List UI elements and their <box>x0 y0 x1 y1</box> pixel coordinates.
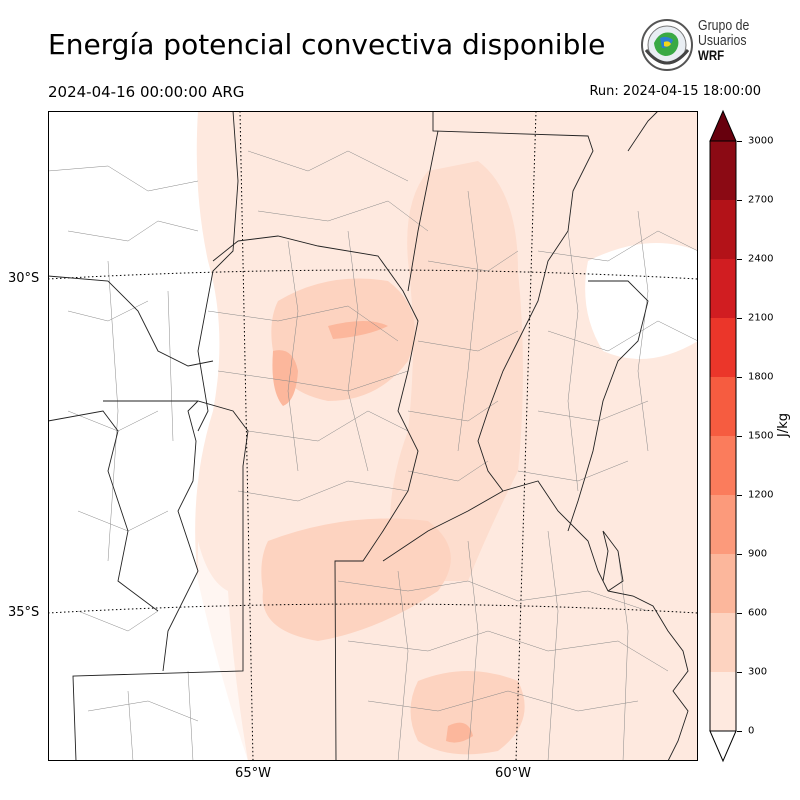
colorbar-tick-mark <box>737 377 742 378</box>
globe-emblem-icon <box>641 19 693 71</box>
colorbar-tick-mark <box>737 672 742 673</box>
colorbar-tick-mark <box>737 436 742 437</box>
colorbar-tick-label: 2700 <box>748 194 774 206</box>
colorbar-tick-label: 0 <box>748 725 755 737</box>
wrf-logo: Grupo de Usuarios WRF <box>640 16 760 74</box>
colorbar-tick-label: 3000 <box>748 135 774 147</box>
department-boundaries <box>48 150 698 761</box>
colorbar-tick-mark <box>737 259 742 260</box>
colorbar-under-arrow <box>709 730 737 763</box>
valid-time: 2024-04-16 00:00:00 ARG <box>48 83 245 101</box>
colorbar <box>709 109 737 763</box>
colorbar-tick-label: 300 <box>748 666 768 678</box>
colorbar-label: J/kg <box>776 413 791 437</box>
colorbar-tick-label: 2100 <box>748 312 774 324</box>
colorbar-tick-mark <box>737 318 742 319</box>
colorbar-tick-mark <box>737 613 742 614</box>
coastline <box>602 111 689 761</box>
colorbar-tick-mark <box>737 495 742 496</box>
colorbar-swatch <box>710 141 736 200</box>
colorbar-tick-label: 900 <box>748 548 768 560</box>
colorbar-tick-mark <box>737 731 742 732</box>
colorbar-swatch <box>710 495 736 554</box>
cape-map <box>48 111 698 761</box>
colorbar-swatch <box>710 377 736 436</box>
colorbar-over-arrow <box>709 109 737 142</box>
colorbar-swatch <box>710 613 736 672</box>
run-time: Run: 2024-04-15 18:00:00 <box>589 84 761 99</box>
colorbar-frame <box>709 140 737 732</box>
colorbar-swatch <box>710 259 736 318</box>
logo-line3: WRF <box>698 47 725 63</box>
province-boundaries <box>48 111 649 761</box>
colorbar-tick-label: 1200 <box>748 489 774 501</box>
logo-line2: Usuarios <box>698 32 747 49</box>
lon-label-65w: 65°W <box>235 766 271 781</box>
cape-shading <box>195 111 698 761</box>
colorbar-tick-mark <box>737 554 742 555</box>
colorbar-swatch <box>710 318 736 377</box>
colorbar-swatch <box>710 436 736 495</box>
colorbar-tick-label: 1500 <box>748 430 774 442</box>
colorbar-swatch <box>710 554 736 613</box>
colorbar-tick-mark <box>737 200 742 201</box>
colorbar-tick-label: 1800 <box>748 371 774 383</box>
chart-title: Energía potencial convectiva disponible <box>48 28 606 61</box>
logo-line1: Grupo de <box>698 17 750 34</box>
colorbar-tick-label: 600 <box>748 607 768 619</box>
lon-label-60w: 60°W <box>495 766 531 781</box>
lat-label-35s: 35°S <box>8 605 40 620</box>
colorbar-swatch <box>710 672 736 731</box>
graticule <box>48 111 698 761</box>
lat-label-30s: 30°S <box>8 271 40 286</box>
colorbar-tick-mark <box>737 141 742 142</box>
colorbar-tick-label: 2400 <box>748 253 774 265</box>
colorbar-swatch <box>710 200 736 259</box>
